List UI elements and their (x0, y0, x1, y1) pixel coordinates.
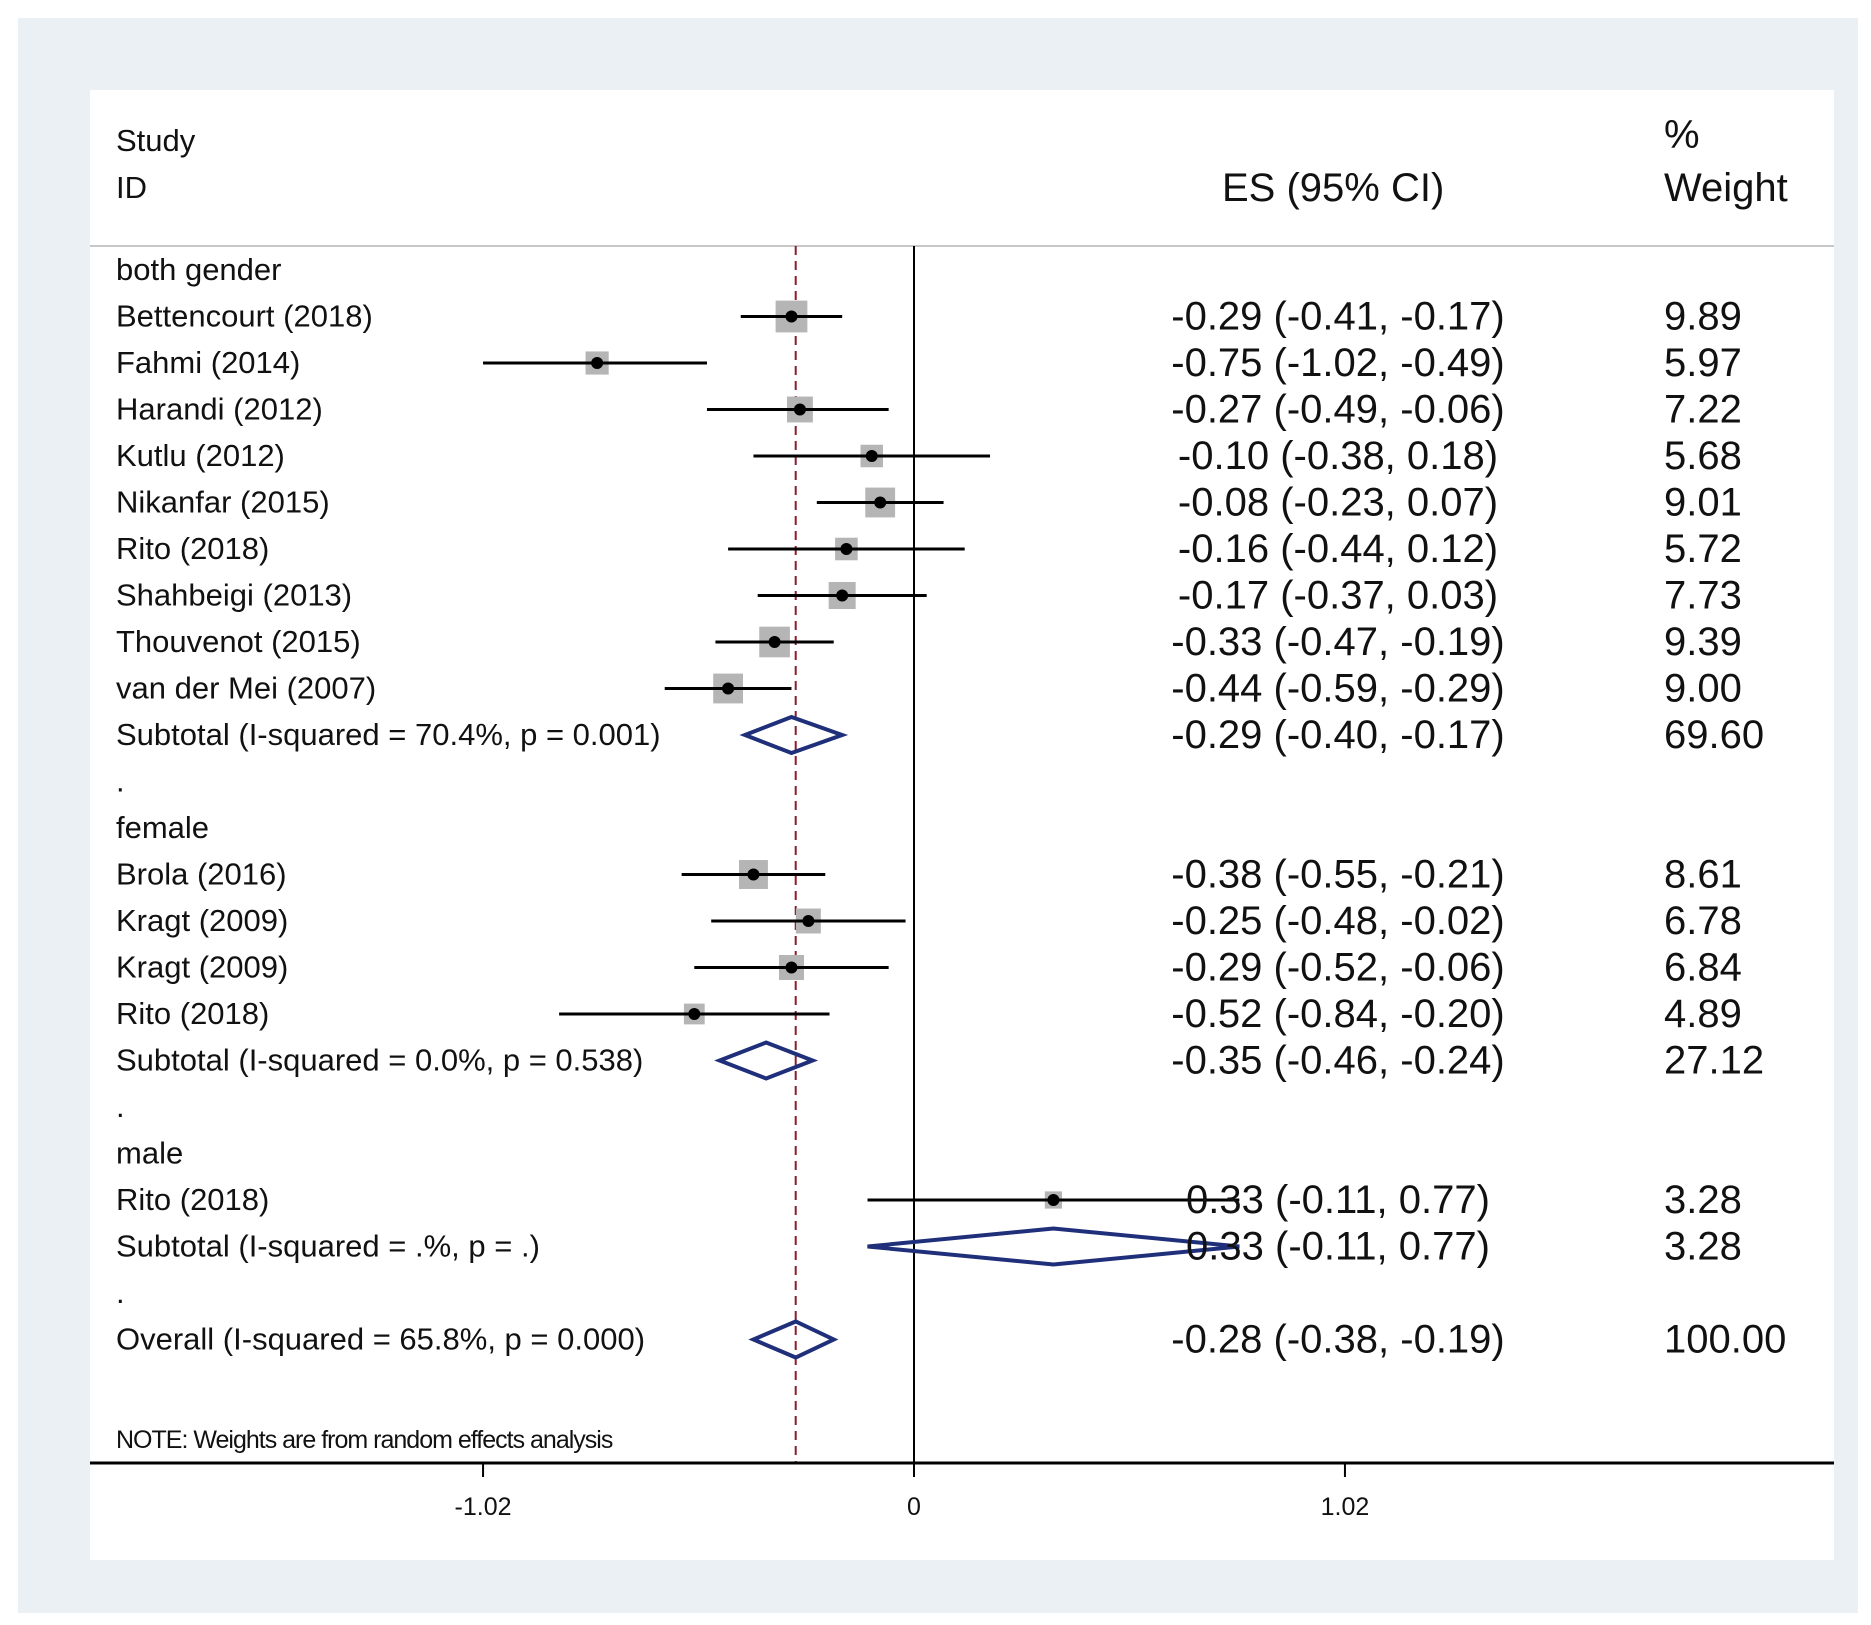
x-tick-label: 1.02 (1321, 1493, 1370, 1521)
point-estimate (747, 868, 760, 881)
weight-value: 27.12 (1664, 1039, 1764, 1083)
weight-value: 8.61 (1664, 853, 1742, 897)
study-label: Fahmi (2014) (116, 345, 300, 380)
header-id: ID (116, 170, 147, 205)
weights-note: NOTE: Weights are from random effects an… (116, 1426, 613, 1454)
point-estimate (785, 310, 798, 323)
subtotal-diamond (867, 1226, 1240, 1267)
effect-size-ci: -0.44 (-0.59, -0.29) (1171, 667, 1505, 711)
effect-size-ci: -0.35 (-0.46, -0.24) (1171, 1039, 1505, 1083)
subtotal-diamond (714, 1040, 819, 1081)
subtotal-label: Subtotal (I-squared = .%, p = .) (116, 1229, 540, 1264)
effect-size-ci: -0.27 (-0.49, -0.06) (1171, 388, 1505, 432)
group-separator: . (116, 1089, 125, 1124)
effect-size-ci: -0.10 (-0.38, 0.18) (1178, 434, 1498, 478)
weight-value: 5.72 (1664, 527, 1742, 571)
weight-value: 5.97 (1664, 341, 1742, 385)
point-estimate (688, 1008, 701, 1020)
table-header: Study ID ES (95% CI) % Weight (116, 113, 1788, 210)
subtotal-label: Subtotal (I-squared = 0.0%, p = 0.538) (116, 1043, 643, 1078)
study-label: Brola (2016) (116, 857, 287, 892)
header-weight: Weight (1664, 166, 1788, 210)
study-label: Shahbeigi (2013) (116, 578, 352, 613)
header-study: Study (116, 123, 196, 158)
effect-size-ci: -0.16 (-0.44, 0.12) (1178, 527, 1498, 571)
effect-size-ci: -0.52 (-0.84, -0.20) (1171, 992, 1505, 1036)
study-label: van der Mei (2007) (116, 671, 376, 706)
point-estimate (840, 543, 853, 555)
study-label: Kutlu (2012) (116, 438, 285, 473)
weight-value: 9.00 (1664, 667, 1742, 711)
group-label: male (116, 1136, 183, 1171)
study-label: Thouvenot (2015) (116, 624, 361, 659)
study-label: Rito (2018) (116, 1182, 269, 1217)
overall-diamond (748, 1319, 839, 1360)
study-label: Kragt (2009) (116, 903, 288, 938)
group-separator: . (116, 1275, 125, 1310)
effect-size-ci: -0.29 (-0.52, -0.06) (1171, 946, 1505, 990)
study-label: Harandi (2012) (116, 392, 323, 427)
effect-size-ci: -0.38 (-0.55, -0.21) (1171, 853, 1505, 897)
header-es: ES (95% CI) (1222, 166, 1444, 210)
forest-plot: Study ID ES (95% CI) % Weight both gende… (90, 90, 1834, 1560)
effect-size-ci: 0.33 (-0.11, 0.77) (1186, 1225, 1490, 1269)
effect-size-ci: -0.17 (-0.37, 0.03) (1178, 574, 1498, 618)
plot-area (90, 90, 1834, 1560)
point-estimate (785, 961, 798, 974)
effect-size-ci: -0.29 (-0.40, -0.17) (1171, 713, 1505, 757)
weight-value: 69.60 (1664, 713, 1764, 757)
study-rows: both gender Bettencourt (2018) -0.29 (-0.4… (116, 252, 1786, 1362)
weight-value: 3.28 (1664, 1225, 1742, 1269)
point-estimate (722, 682, 735, 695)
weight-value: 7.22 (1664, 388, 1742, 432)
weight-value: 4.89 (1664, 992, 1742, 1036)
group-label: both gender (116, 252, 281, 287)
weight-value: 3.28 (1664, 1178, 1742, 1222)
weight-value: 9.39 (1664, 620, 1742, 664)
study-label: Rito (2018) (116, 996, 269, 1031)
x-tick-label: -1.02 (455, 1493, 512, 1521)
effect-size-ci: -0.29 (-0.41, -0.17) (1171, 295, 1505, 339)
effect-size-ci: -0.28 (-0.38, -0.19) (1171, 1318, 1505, 1362)
point-estimate (874, 496, 887, 509)
x-tick-label: 0 (907, 1493, 921, 1521)
weight-value: 9.01 (1664, 481, 1742, 525)
point-estimate (768, 636, 781, 648)
weight-value: 5.68 (1664, 434, 1742, 478)
group-label: female (116, 810, 209, 845)
effect-size-ci: -0.75 (-1.02, -0.49) (1171, 341, 1505, 385)
point-estimate (793, 403, 806, 416)
weight-value: 6.84 (1664, 946, 1742, 990)
header-weight-percent: % (1664, 113, 1700, 157)
point-estimate (865, 450, 878, 462)
effect-size-ci: 0.33 (-0.11, 0.77) (1186, 1178, 1490, 1222)
point-estimate (591, 357, 604, 369)
study-label: Bettencourt (2018) (116, 299, 373, 334)
point-estimate (836, 589, 849, 602)
overall-label: Overall (I-squared = 65.8%, p = 0.000) (116, 1322, 645, 1357)
weight-value: 9.89 (1664, 295, 1742, 339)
effect-size-ci: -0.33 (-0.47, -0.19) (1171, 620, 1505, 664)
weight-value: 6.78 (1664, 899, 1742, 943)
figure-panel: Study ID ES (95% CI) % Weight both gende… (18, 18, 1858, 1613)
forest-marks (483, 246, 1240, 1463)
weight-value: 100.00 (1664, 1318, 1786, 1362)
effect-size-ci: -0.08 (-0.23, 0.07) (1178, 481, 1498, 525)
effect-size-ci: -0.25 (-0.48, -0.02) (1171, 899, 1505, 943)
study-label: Kragt (2009) (116, 950, 288, 985)
subtotal-diamond (739, 714, 849, 756)
point-estimate (802, 915, 815, 927)
subtotal-label: Subtotal (I-squared = 70.4%, p = 0.001) (116, 717, 661, 752)
group-separator: . (116, 764, 125, 799)
weight-value: 7.73 (1664, 574, 1742, 618)
study-label: Nikanfar (2015) (116, 485, 330, 520)
x-axis: -1.02 0 1.02 (90, 1461, 1834, 1521)
study-label: Rito (2018) (116, 531, 269, 566)
point-estimate (1047, 1194, 1060, 1206)
